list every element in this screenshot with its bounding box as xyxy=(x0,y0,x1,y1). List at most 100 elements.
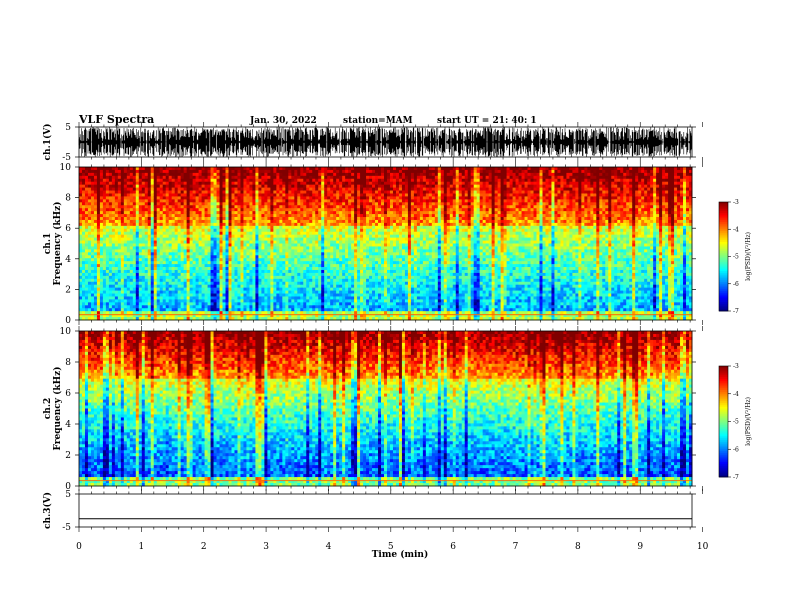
spectrogram-ch1-cell xyxy=(201,308,205,312)
spectrogram-ch1-cell xyxy=(180,234,185,239)
spectrogram-ch1-cell xyxy=(162,290,167,294)
spectrogram-ch1-cell xyxy=(303,290,307,294)
spectrogram-ch1-cell xyxy=(228,214,232,218)
spectrogram-ch1-cell xyxy=(297,302,301,306)
spectrogram-ch1-cell xyxy=(321,296,325,300)
spectrogram-ch1-cell xyxy=(267,299,271,303)
spectrogram-ch1-cell xyxy=(135,228,140,233)
spectrogram-ch1-cell xyxy=(174,214,179,218)
spectrogram-ch1-cell xyxy=(273,287,277,291)
spectrogram-ch1-cell xyxy=(204,317,208,321)
spectrogram-ch1-cell xyxy=(141,184,146,188)
spectrogram-ch1-cell xyxy=(108,278,113,283)
spectrogram-ch1-cell xyxy=(180,205,185,209)
spectrogram-ch1-cell xyxy=(93,205,98,209)
spectrogram-ch1-cell xyxy=(222,181,226,186)
spectrogram-ch1-cell xyxy=(120,311,125,315)
spectrogram-ch1-cell xyxy=(336,296,340,300)
spectrogram-ch1-cell xyxy=(87,184,92,188)
spectrogram-ch1-cell xyxy=(108,196,113,200)
spectrogram-ch1-cell xyxy=(324,267,328,271)
spectrogram-ch1-cell xyxy=(177,261,182,265)
spectrogram-ch1-cell xyxy=(90,225,95,230)
spectrogram-ch1-cell xyxy=(183,234,188,239)
spectrogram-ch1-cell xyxy=(318,178,322,183)
spectrogram-ch1-cell xyxy=(312,202,316,206)
spectrogram-ch1-cell xyxy=(135,181,140,186)
spectrogram-ch1-cell xyxy=(306,287,310,291)
spectrogram-ch1-cell xyxy=(156,222,161,227)
spectrogram-ch1-cell xyxy=(189,196,194,200)
spectrogram-ch1-cell xyxy=(99,249,104,253)
spectrogram-ch1-cell xyxy=(291,255,295,259)
spectrogram-ch1-cell xyxy=(120,240,125,244)
spectrogram-ch1-cell xyxy=(168,178,173,183)
spectrogram-ch1-cell xyxy=(198,178,202,183)
spectrogram-ch1-cell xyxy=(360,264,364,268)
spectrogram-ch1-cell xyxy=(270,228,274,233)
spectrogram-ch1-cell xyxy=(324,196,328,200)
spectrogram-ch1-cell xyxy=(348,211,352,215)
spectrogram-ch1-cell xyxy=(363,214,367,218)
spectrogram-ch1-cell xyxy=(132,308,137,312)
spectrogram-ch1-cell xyxy=(294,296,298,300)
spectrogram-ch1-cell xyxy=(345,264,349,268)
spectrogram-ch1-cell xyxy=(276,299,280,303)
spectrogram-ch1-cell xyxy=(342,199,346,203)
spectrogram-ch1-cell xyxy=(174,308,179,312)
spectrogram-ch1-cell xyxy=(111,278,116,283)
spectrogram-ch1-cell xyxy=(189,243,194,247)
spectrogram-ch1-cell xyxy=(228,252,232,256)
spectrogram-ch1-cell xyxy=(108,178,113,183)
spectrogram-ch1-cell xyxy=(90,217,95,221)
spectrogram-ch1-cell xyxy=(264,199,268,203)
spectrogram-ch1-cell xyxy=(138,208,143,212)
spectrogram-ch1-cell xyxy=(243,178,247,183)
spectrogram-ch1-cell xyxy=(270,169,274,174)
spectrogram-ch1-cell xyxy=(90,228,95,233)
spectrogram-ch1-cell xyxy=(258,172,262,177)
spectrogram-ch1-cell xyxy=(294,237,298,241)
spectrogram-ch1-cell xyxy=(306,255,310,259)
spectrogram-ch1-cell xyxy=(309,308,313,312)
spectrogram-ch1-cell xyxy=(333,317,337,321)
spectrogram-ch1-cell xyxy=(153,317,158,321)
spectrogram-ch1-cell xyxy=(237,246,241,250)
spectrogram-ch1-cell xyxy=(273,178,277,183)
spectrogram-ch1-cell xyxy=(183,228,188,233)
spectrogram-ch1-cell xyxy=(105,305,110,309)
spectrogram-ch1-cell xyxy=(135,211,140,215)
spectrogram-ch1-cell xyxy=(261,199,265,203)
spectrogram-ch1-cell xyxy=(351,219,355,224)
spectrogram-ch1-cell xyxy=(303,249,307,253)
spectrogram-ch1-cell xyxy=(105,205,110,209)
spectrogram-ch1-cell xyxy=(228,181,232,186)
spectrogram-ch1-cell xyxy=(339,243,343,247)
spectrogram-ch1-cell xyxy=(198,299,202,303)
spectrogram-ch1-cell xyxy=(162,181,167,186)
spectrogram-ch1-cell xyxy=(231,193,235,197)
spectrogram-ch1-cell xyxy=(144,234,149,239)
spectrogram-ch1-cell xyxy=(354,299,358,303)
spectrogram-ch1-cell xyxy=(183,258,188,262)
spectrogram-ch1-cell xyxy=(198,167,202,171)
spectrogram-ch1-cell xyxy=(237,302,241,306)
spectrogram-ch1-cell xyxy=(327,249,331,253)
spectrogram-ch1-cell xyxy=(303,272,307,277)
spectrogram-ch1-cell xyxy=(360,234,364,239)
spectrogram-ch1-cell xyxy=(123,249,128,253)
spectrogram-ch1-cell xyxy=(219,214,223,218)
spectrogram-ch1-cell xyxy=(174,255,179,259)
spectrogram-ch1-cell xyxy=(186,199,191,203)
spectrogram-ch1-cell xyxy=(79,190,83,194)
spectrogram-ch1-cell xyxy=(177,296,182,300)
spectrogram-ch1-cell xyxy=(186,237,191,241)
spectrogram-ch1-cell xyxy=(108,169,113,174)
spectrogram-ch1-cell xyxy=(79,302,83,306)
spectrogram-ch1-cell xyxy=(348,284,352,289)
spectrogram-ch1-cell xyxy=(291,311,295,315)
spectrogram-ch1-cell xyxy=(210,175,214,180)
spectrogram-ch1-cell xyxy=(330,202,334,206)
spectrogram-ch1-cell xyxy=(156,293,161,297)
spectrogram-ch1-cell xyxy=(267,314,271,318)
